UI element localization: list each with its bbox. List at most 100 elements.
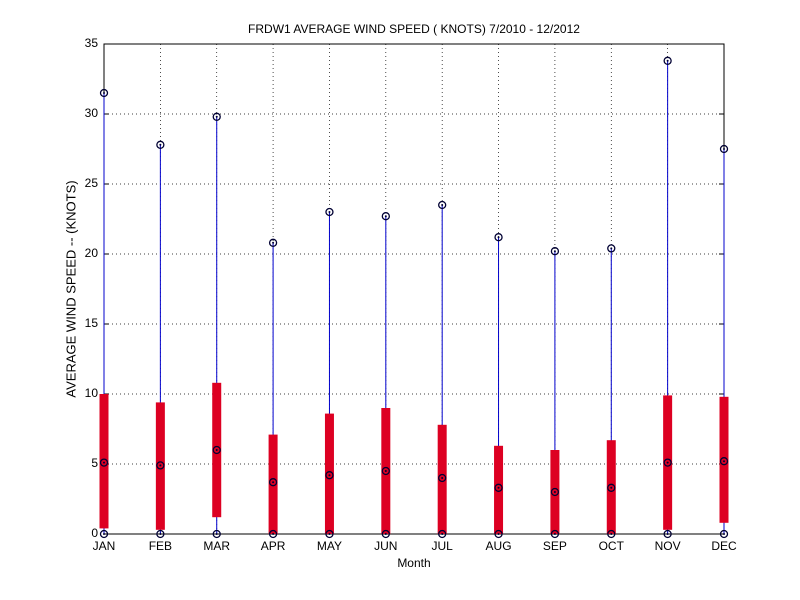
marker-dot — [159, 464, 162, 467]
marker — [381, 529, 390, 539]
y-tick-label: 15 — [85, 316, 99, 330]
marker-dot — [441, 204, 444, 206]
x-tick-label: DEC — [711, 539, 737, 553]
marker — [325, 529, 334, 539]
marker-dot — [215, 449, 218, 451]
marker — [550, 487, 560, 497]
y-tick-label: 20 — [85, 246, 99, 260]
marker — [156, 461, 165, 470]
marker — [438, 529, 447, 539]
y-tick-label: 25 — [85, 176, 99, 190]
x-tick-label: FEB — [149, 539, 172, 553]
marker — [212, 445, 221, 455]
marker-dot — [553, 491, 556, 493]
marker-dot — [272, 241, 275, 244]
marker — [99, 529, 109, 539]
x-tick-label: APR — [261, 539, 286, 553]
y-tick-label: 35 — [85, 36, 99, 50]
marker — [268, 238, 278, 247]
marker — [325, 207, 334, 217]
x-tick-label: NOV — [655, 539, 681, 553]
y-tick-label: 5 — [91, 456, 98, 470]
chart-title: FRDW1 AVERAGE WIND SPEED ( KNOTS) 7/2010… — [248, 22, 580, 36]
marker-dot — [497, 533, 500, 535]
marker — [381, 466, 390, 476]
bar — [324, 413, 334, 534]
marker-dot — [384, 215, 387, 218]
marker-dot — [723, 148, 725, 150]
marker — [494, 529, 503, 539]
marker-dot — [553, 250, 556, 253]
marker-dot — [328, 211, 331, 213]
marker-dot — [272, 533, 275, 535]
y-tick-label: 0 — [91, 526, 98, 540]
marker-dot — [441, 533, 444, 535]
marker — [268, 529, 278, 539]
marker-dot — [272, 481, 275, 484]
marker-dot — [103, 92, 105, 94]
marker — [663, 458, 672, 467]
x-axis-label: Month — [397, 556, 430, 570]
marker-dot — [723, 533, 725, 535]
marker-dot — [497, 236, 500, 239]
marker — [381, 212, 390, 221]
marker — [550, 529, 560, 539]
marker — [663, 56, 672, 65]
marker-dot — [666, 461, 669, 464]
marker — [663, 529, 672, 539]
marker — [156, 529, 165, 539]
marker-dot — [328, 474, 331, 477]
bar — [99, 394, 109, 529]
marker-dot — [497, 486, 500, 489]
x-tick-label: MAY — [317, 539, 342, 553]
marker-dot — [610, 486, 613, 489]
marker — [719, 457, 729, 466]
marker — [156, 140, 165, 149]
marker — [268, 478, 278, 487]
marker-dot — [384, 470, 387, 472]
marker-dot — [328, 533, 331, 535]
x-tick-label: JAN — [93, 539, 116, 553]
marker-dot — [723, 460, 725, 463]
marker — [99, 458, 109, 467]
marker — [719, 529, 729, 539]
marker — [438, 200, 447, 210]
marker-dot — [159, 143, 162, 146]
marker — [494, 233, 503, 242]
y-tick-label: 10 — [85, 386, 99, 400]
marker — [325, 471, 334, 480]
marker-dot — [384, 533, 387, 535]
y-axis-label: AVERAGE WIND SPEED -- (KNOTS) — [63, 180, 78, 397]
marker-dot — [103, 533, 105, 535]
marker-dot — [103, 461, 105, 464]
marker — [212, 112, 221, 121]
marker-dot — [215, 533, 218, 535]
x-tick-label: SEP — [543, 539, 567, 553]
marker — [607, 529, 616, 539]
marker — [212, 529, 221, 539]
marker — [550, 247, 560, 256]
x-tick-label: AUG — [486, 539, 512, 553]
marker-dot — [610, 533, 613, 535]
x-tick-label: JUL — [432, 539, 454, 553]
marker — [494, 483, 503, 492]
bar — [268, 434, 278, 534]
marker-dot — [553, 533, 556, 535]
marker — [438, 473, 447, 483]
marker-dot — [159, 533, 162, 535]
bar — [719, 396, 729, 523]
marker — [719, 144, 729, 154]
y-tick-label: 30 — [85, 106, 99, 120]
marker — [607, 483, 616, 492]
marker-dot — [610, 247, 613, 250]
marker-dot — [666, 59, 669, 62]
bar — [494, 445, 504, 534]
x-tick-label: MAR — [203, 539, 230, 553]
x-tick-label: JUN — [374, 539, 397, 553]
x-tick-label: OCT — [599, 539, 625, 553]
marker — [607, 244, 616, 253]
marker-dot — [215, 115, 218, 118]
bar — [437, 424, 447, 534]
